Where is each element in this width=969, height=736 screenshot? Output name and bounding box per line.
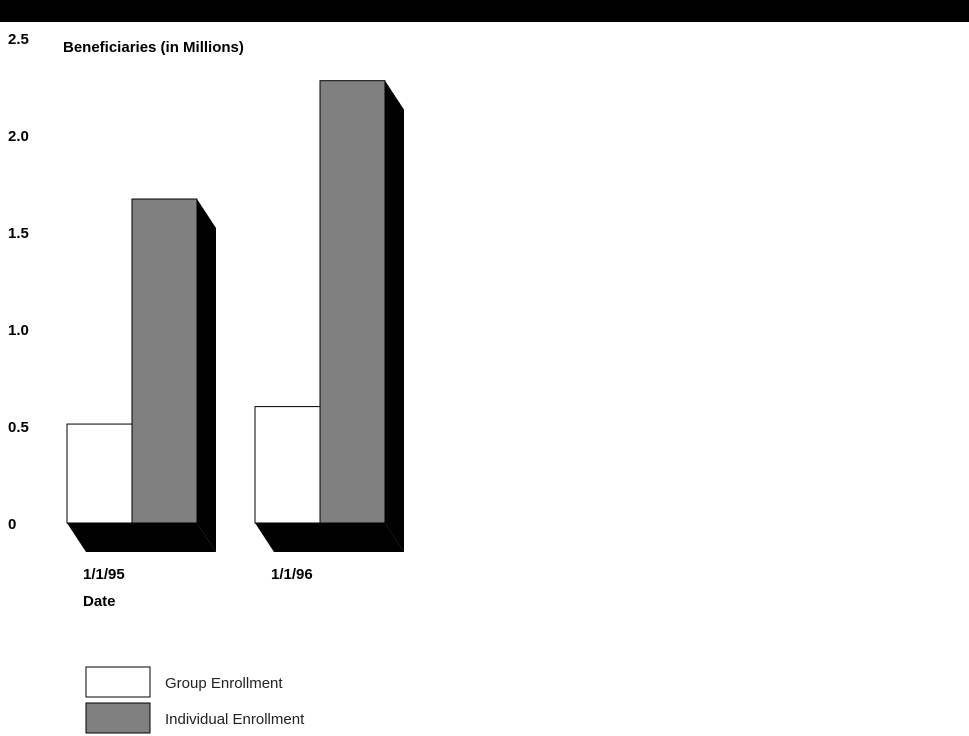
base-shadow: [67, 523, 216, 552]
x-tick-label: 1/1/96: [271, 566, 313, 583]
bars: [66, 80, 404, 553]
bar: [319, 80, 386, 524]
legend-swatch: [85, 666, 151, 698]
base-shadow: [255, 523, 404, 552]
bar: [66, 423, 133, 524]
y-tick-label: 0: [8, 516, 16, 533]
y-tick-label: 0.5: [8, 419, 29, 436]
bar: [254, 406, 321, 524]
y-tick-label: 2.0: [8, 128, 29, 145]
legend: Group Enrollment Individual Enrollment: [85, 666, 305, 734]
bar-side-shadow: [385, 80, 404, 553]
top-band: [0, 0, 969, 22]
y-tick-label: 1.0: [8, 322, 29, 339]
y-tick-label: 1.5: [8, 225, 29, 242]
legend-label: Group Enrollment: [165, 675, 283, 692]
x-tick-label: 1/1/95: [83, 566, 125, 583]
x-axis-title: Date: [83, 593, 116, 610]
bar-side-shadow: [197, 199, 216, 552]
y-axis-title: Beneficiaries (in Millions): [63, 39, 244, 56]
legend-label: Individual Enrollment: [165, 711, 305, 728]
y-axis-ticks: 0 0.5 1.0 1.5 2.0 2.5: [8, 31, 29, 533]
y-tick-label: 2.5: [8, 31, 29, 48]
category-labels: 1/1/95 1/1/96: [83, 566, 313, 583]
bar: [131, 198, 198, 524]
legend-swatch: [85, 702, 151, 734]
